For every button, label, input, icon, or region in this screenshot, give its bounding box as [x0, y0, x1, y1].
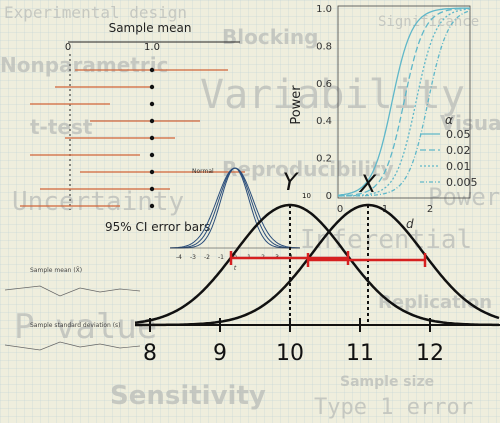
y-tick-label: 0.4 — [316, 116, 332, 127]
word: P value — [14, 307, 157, 347]
trace-label: Sample mean (X̄) — [30, 267, 82, 274]
y-tick-label: 0.2 — [316, 154, 332, 165]
power-curve — [337, 7, 470, 196]
curve-label: Normal — [192, 168, 214, 175]
x-tick-label: 2 — [427, 204, 433, 215]
ci-arrows — [229, 251, 427, 267]
word: Reproducibility — [222, 157, 394, 181]
word: Blocking — [222, 25, 318, 49]
tick-label: 10 — [276, 341, 304, 366]
x-tick-label: 0 — [337, 204, 343, 215]
mean-dot — [149, 135, 155, 141]
legend-label: 0.01 — [446, 160, 471, 173]
normal-curve — [134, 203, 499, 327]
t-curve — [169, 167, 301, 249]
word: Sample size — [340, 374, 434, 390]
tick-label: 12 — [416, 341, 444, 366]
t-curves — [169, 167, 301, 249]
power-curves — [337, 7, 471, 197]
frame — [337, 5, 471, 199]
tick-label: 8 — [143, 341, 157, 366]
legend-label: 0.005 — [446, 176, 478, 189]
legend: 0.05 0.02 0.01 0.005 — [420, 128, 478, 189]
caption: 95% CI error bars — [105, 220, 210, 234]
trace — [4, 285, 141, 297]
tick-label: 11 — [346, 341, 374, 366]
mean-dot — [149, 152, 155, 158]
axis-label: t — [234, 265, 237, 272]
mean-dot — [149, 67, 155, 73]
normal-panel: Y X 10 8 9 10 11 12 — [134, 168, 500, 366]
trace-label: Sample standard deviation (s) — [30, 322, 121, 329]
subscript: 10 — [302, 192, 311, 200]
word: Uncertainty — [12, 187, 184, 217]
error-bars — [20, 67, 245, 209]
normal-curves — [134, 203, 500, 327]
word: t-test — [30, 115, 93, 139]
axis-label: Sample mean — [109, 21, 192, 35]
t-panel: Normal t -4-3-2-101234 — [169, 167, 301, 272]
power-curve — [338, 8, 471, 197]
tick-label: -4 — [176, 254, 182, 261]
mean-dot — [149, 186, 155, 192]
word: Experimental design — [4, 3, 187, 22]
curve-label: X — [358, 170, 377, 198]
word: Type 1 error — [314, 395, 473, 420]
legend-label: 0.02 — [446, 144, 471, 157]
y-tick-label: 1.0 — [316, 4, 332, 15]
mean-dot — [149, 203, 155, 209]
normal-curve — [135, 203, 500, 327]
trace-panel: Sample mean (X̄) Sample standard deviati… — [4, 267, 141, 351]
word: Replication — [378, 292, 492, 313]
y-tick-labels: 1.0 0.8 0.6 0.4 0.2 0 — [316, 4, 332, 202]
tick-label: 1.0 — [144, 42, 160, 53]
y-tick-label: 0 — [326, 191, 332, 202]
power-curve — [338, 7, 470, 197]
word: Sensitivity — [110, 381, 266, 411]
y-tick-label: 0.6 — [316, 79, 332, 90]
tick-label: -2 — [204, 254, 210, 261]
power-curve — [338, 10, 471, 197]
tick-label: -3 — [190, 254, 196, 261]
trace — [4, 341, 141, 351]
curve-label: Y — [283, 168, 300, 196]
mean-dot — [149, 118, 155, 124]
mean-dot — [149, 84, 155, 90]
tick-label: 9 — [213, 341, 227, 366]
mean-dot — [149, 101, 155, 107]
word: Nonparametric — [0, 53, 168, 77]
tick-label: 0 — [65, 42, 71, 53]
axis-label: Power — [289, 85, 304, 125]
legend-title: α — [445, 113, 453, 127]
x-label: d — [406, 217, 414, 231]
word: Significance — [378, 14, 479, 30]
tick-label: -1 — [218, 254, 224, 261]
background-words: Experimental design Blocking Nonparametr… — [0, 3, 500, 420]
legend-label: 0.05 — [446, 128, 471, 141]
mean-dot — [149, 169, 155, 175]
word: Power — [428, 183, 500, 211]
x-tick-labels: 8 9 10 11 12 — [143, 318, 444, 366]
word: Variability — [200, 72, 465, 118]
y-tick-label: 0.8 — [316, 41, 332, 52]
error-bar-panel: Sample mean 0 1.0 95% CI error bars — [20, 21, 245, 234]
